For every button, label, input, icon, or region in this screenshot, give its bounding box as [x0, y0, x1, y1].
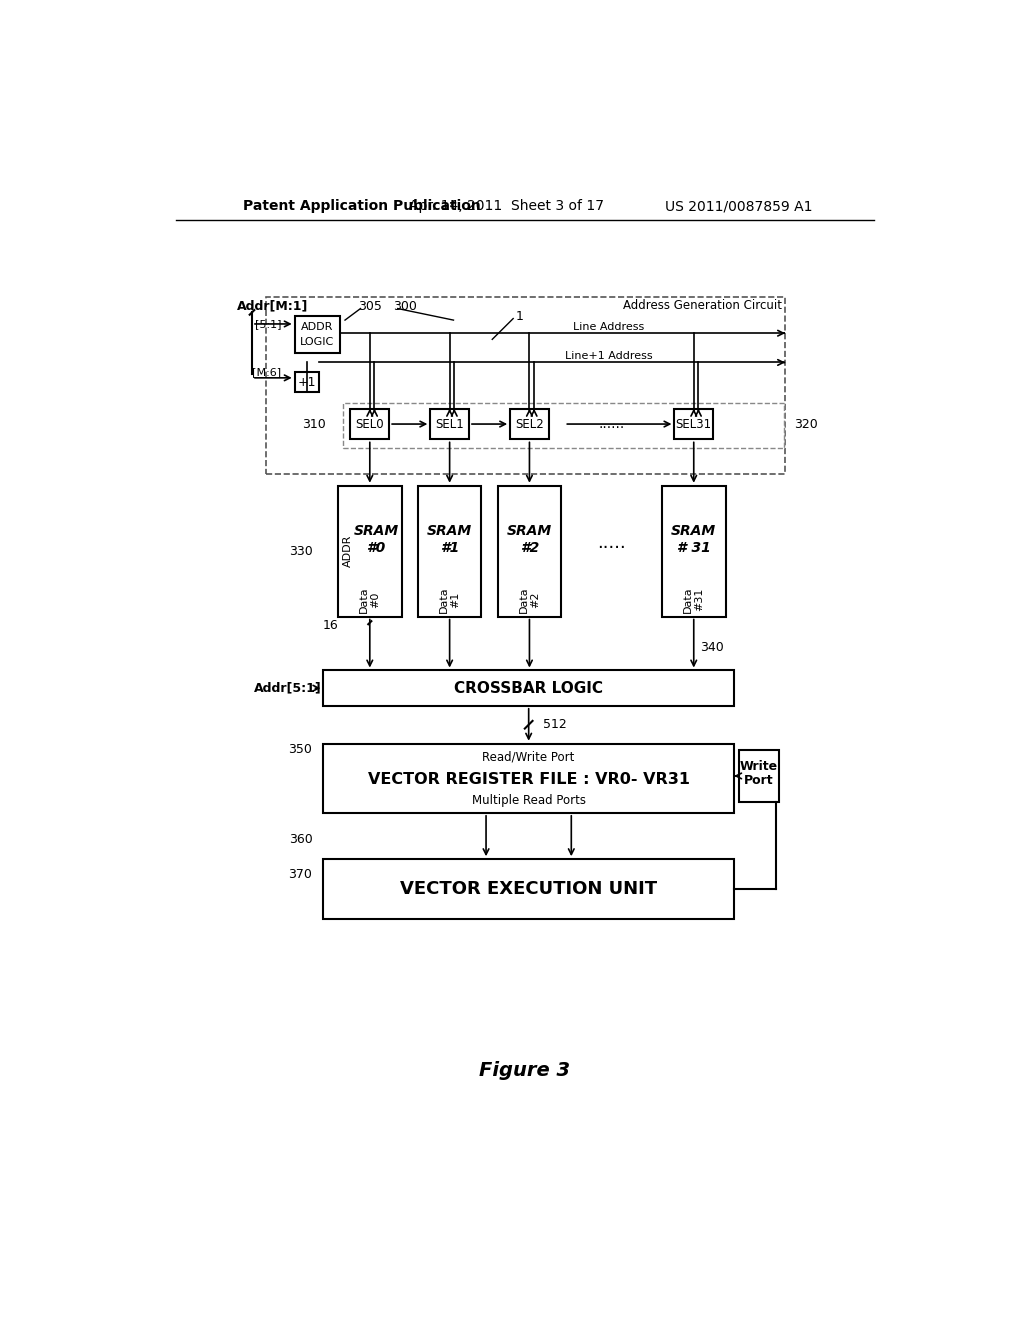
Text: Addr[M:1]: Addr[M:1]: [237, 300, 308, 313]
Text: SRAM
#0: SRAM #0: [353, 524, 398, 554]
Text: SEL31: SEL31: [676, 417, 712, 430]
Text: [5:1]: [5:1]: [255, 319, 282, 329]
Text: VECTOR EXECUTION UNIT: VECTOR EXECUTION UNIT: [400, 880, 657, 898]
Text: ADDR: ADDR: [301, 322, 333, 333]
Text: Figure 3: Figure 3: [479, 1061, 570, 1080]
Bar: [350, 409, 389, 440]
Text: CROSSBAR LOGIC: CROSSBAR LOGIC: [455, 681, 603, 696]
Bar: [338, 486, 401, 616]
Text: Apr. 14, 2011  Sheet 3 of 17: Apr. 14, 2011 Sheet 3 of 17: [409, 199, 603, 213]
Text: SRAM
#1: SRAM #1: [427, 524, 472, 554]
Text: 330: 330: [289, 545, 312, 557]
Text: 370: 370: [289, 869, 312, 880]
Text: SEL2: SEL2: [515, 417, 544, 430]
Text: US 2011/0087859 A1: US 2011/0087859 A1: [665, 199, 813, 213]
Text: LOGIC: LOGIC: [300, 338, 334, 347]
Text: 360: 360: [289, 833, 312, 846]
Text: SEL0: SEL0: [355, 417, 384, 430]
Text: 300: 300: [393, 300, 417, 313]
Bar: [324, 859, 734, 919]
Text: Data
#2: Data #2: [518, 586, 541, 612]
Text: .....: .....: [597, 535, 626, 552]
Bar: [662, 486, 726, 616]
Text: Line Address: Line Address: [572, 322, 644, 333]
Bar: [418, 486, 481, 616]
Text: Data
#0: Data #0: [359, 586, 381, 612]
Text: Multiple Read Ports: Multiple Read Ports: [472, 795, 586, 807]
Text: 340: 340: [700, 640, 724, 653]
Text: 320: 320: [795, 417, 818, 430]
Bar: [324, 743, 734, 813]
Text: 305: 305: [358, 300, 382, 313]
Text: [M:6]: [M:6]: [252, 367, 282, 378]
Bar: [324, 671, 734, 706]
Text: Patent Application Publication: Patent Application Publication: [243, 199, 480, 213]
Bar: [675, 409, 713, 440]
Text: SRAM
#2: SRAM #2: [507, 524, 552, 554]
Bar: [266, 297, 785, 474]
Text: Address Generation Circuit: Address Generation Circuit: [623, 298, 782, 312]
Text: 512: 512: [543, 718, 566, 731]
Text: SRAM
# 31: SRAM # 31: [671, 524, 717, 554]
Bar: [295, 372, 319, 392]
Text: ADDR: ADDR: [343, 535, 353, 568]
Text: Write: Write: [739, 760, 778, 774]
Bar: [295, 317, 340, 354]
Text: SEL1: SEL1: [435, 417, 464, 430]
Text: 16: 16: [323, 619, 339, 632]
Text: Addr[5:1]: Addr[5:1]: [254, 681, 323, 694]
Bar: [430, 409, 469, 440]
Bar: [510, 409, 549, 440]
Text: Port: Port: [744, 774, 774, 787]
Text: Data
#1: Data #1: [439, 586, 461, 612]
Bar: [498, 486, 561, 616]
Text: ......: ......: [598, 417, 625, 432]
Bar: [343, 404, 784, 447]
Text: +1: +1: [298, 376, 316, 389]
Text: 310: 310: [302, 417, 326, 430]
Text: Read/Write Port: Read/Write Port: [482, 751, 574, 764]
Text: 1: 1: [515, 310, 523, 323]
Text: VECTOR REGISTER FILE : VR0- VR31: VECTOR REGISTER FILE : VR0- VR31: [368, 772, 690, 787]
Text: Data
#31: Data #31: [683, 586, 705, 612]
Bar: [738, 750, 779, 803]
Text: 350: 350: [289, 743, 312, 756]
Text: Line+1 Address: Line+1 Address: [564, 351, 652, 362]
